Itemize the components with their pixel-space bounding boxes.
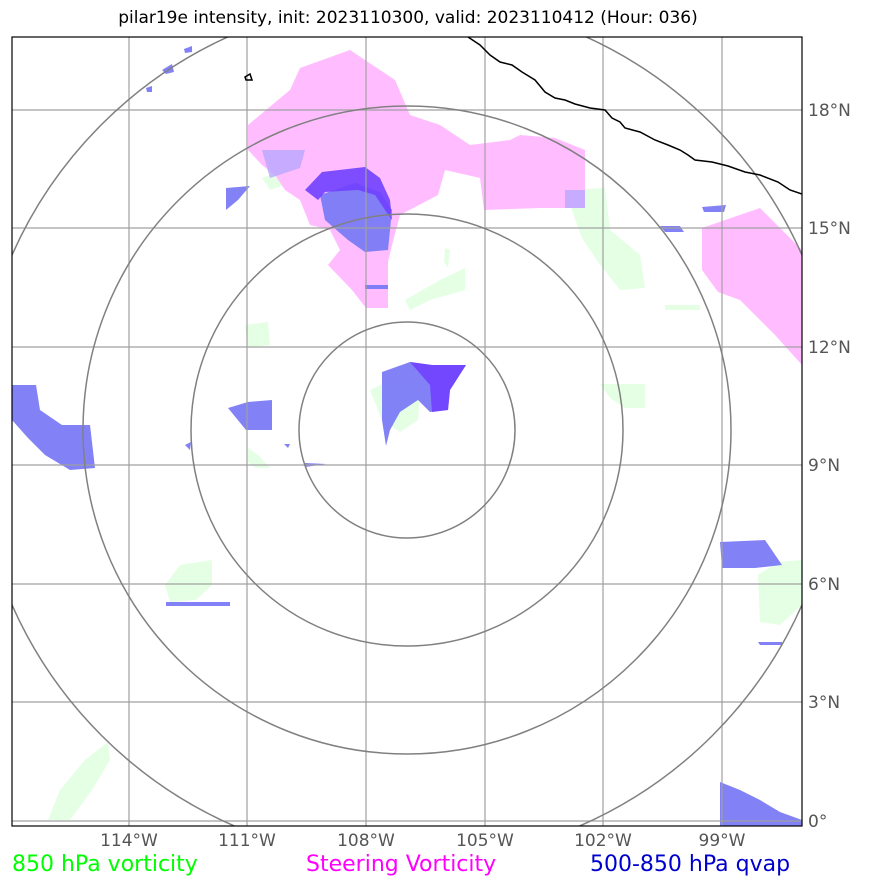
vort850-area (758, 560, 802, 625)
map-frame (11, 36, 803, 827)
steering-area (248, 50, 585, 308)
map-plot-area (12, 37, 802, 826)
coastline (244, 37, 802, 195)
qvap-area (166, 602, 230, 606)
qvap-area (184, 46, 192, 53)
lon-tick-label: 114°W (100, 831, 158, 851)
qvap-area (702, 205, 726, 212)
qvap-layer (12, 46, 802, 826)
range-ring (190, 213, 624, 647)
latitude-ticks: 18°N 15°N 12°N 9°N 6°N 3°N 0° (808, 101, 851, 832)
range-ring (298, 321, 516, 539)
qvap-area (720, 782, 802, 826)
vort850-area (248, 448, 270, 468)
qvap-core-layer (305, 167, 466, 412)
qvap-area (758, 642, 782, 645)
lat-tick-label: 6°N (808, 575, 840, 595)
vort850-area (48, 742, 110, 820)
qvap-area (320, 183, 392, 252)
lat-tick-label: 0° (808, 812, 827, 832)
map-title: pilar19e intensity, init: 2023110300, va… (118, 8, 698, 28)
lat-tick-label: 9°N (808, 456, 840, 476)
longitude-ticks: 114°W 111°W 108°W 105°W 102°W 99°W (100, 831, 746, 851)
overlap-area (262, 150, 305, 178)
qvap-area (720, 540, 782, 568)
legend-qvap: 500-850 hPa qvap (590, 852, 791, 877)
qvap-area (228, 400, 272, 430)
vort850-area (565, 188, 645, 290)
legend-850-vorticity: 850 hPa vorticity (12, 852, 198, 877)
lat-tick-label: 18°N (808, 101, 851, 121)
qvap-area (146, 86, 152, 92)
graticule (12, 37, 802, 826)
range-rings (12, 37, 802, 826)
qvap-area (12, 385, 95, 470)
qvap-area (226, 186, 250, 210)
lon-tick-label: 102°W (574, 831, 632, 851)
lat-tick-label: 12°N (808, 338, 851, 358)
steering-area (702, 208, 802, 365)
qvap-core-area (410, 362, 466, 412)
vort850-area (405, 268, 465, 310)
vort850-area (600, 384, 645, 408)
qvap-area (284, 444, 290, 448)
lon-tick-label: 108°W (337, 831, 395, 851)
vort850-area (245, 322, 270, 348)
lat-tick-label: 3°N (808, 693, 840, 713)
vort850-layer (48, 170, 802, 820)
overlap-layer (262, 150, 585, 208)
lon-tick-label: 111°W (218, 831, 276, 851)
island-outline (244, 72, 254, 81)
legend-steering-vorticity: Steering Vorticity (306, 852, 497, 877)
vort850-area (165, 560, 212, 602)
vort850-area (665, 305, 700, 310)
vort850-area (444, 248, 450, 268)
coastline-mexico (467, 37, 802, 195)
qvap-area (185, 442, 191, 450)
lat-tick-label: 15°N (808, 219, 851, 239)
lon-tick-label: 105°W (456, 831, 514, 851)
qvap-area (365, 285, 388, 289)
overlap-area (565, 190, 585, 208)
lon-tick-label: 99°W (699, 831, 746, 851)
range-ring (82, 105, 732, 755)
qvap-core-area (305, 167, 392, 220)
